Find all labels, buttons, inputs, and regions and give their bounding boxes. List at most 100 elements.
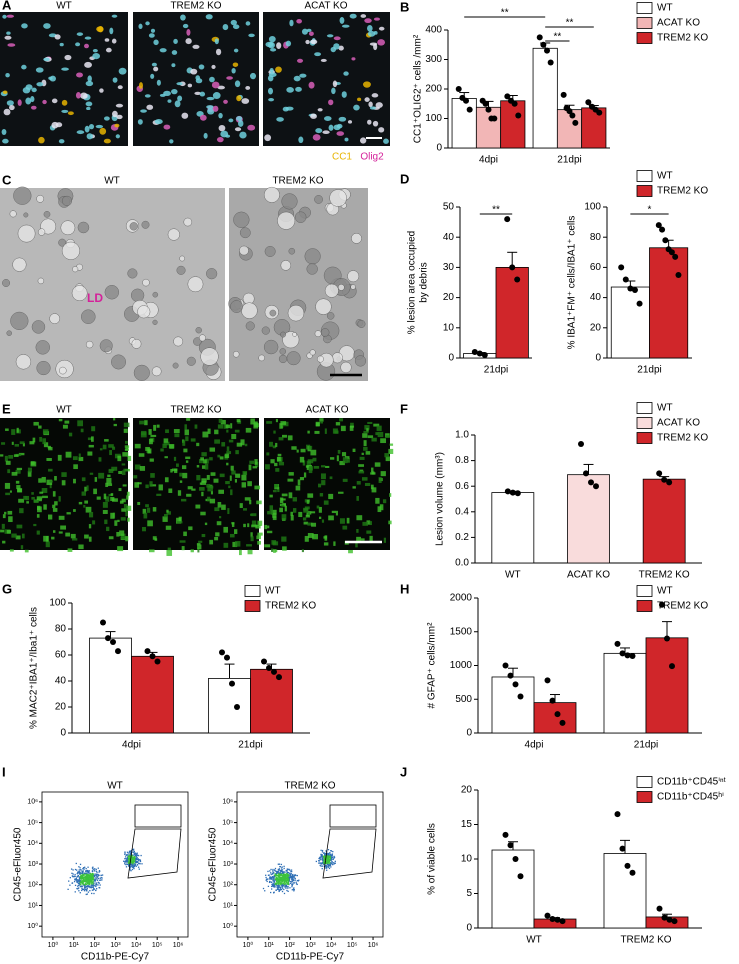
event [78, 866, 80, 868]
fluorescence [14, 443, 20, 447]
event [319, 862, 322, 864]
fluorescence [91, 426, 96, 432]
event [124, 853, 126, 856]
event [280, 880, 282, 882]
cell [138, 23, 143, 29]
event [82, 871, 84, 873]
event [81, 870, 83, 873]
fluorescence [24, 549, 29, 553]
event [129, 860, 131, 863]
fluorescence [196, 475, 201, 481]
event [133, 863, 135, 865]
x-tick-label: 10¹ [69, 942, 80, 949]
fluorescence [11, 429, 16, 435]
event [124, 852, 126, 854]
fluorescence [143, 512, 148, 519]
x-tick-label: 21dpi [484, 365, 508, 376]
event [273, 875, 275, 877]
image-label: ACAT KO [306, 405, 349, 416]
y-tick-label: 0 [466, 728, 472, 739]
y-tick-label: 0 [595, 353, 601, 364]
fluorescence [276, 456, 281, 462]
event [271, 872, 274, 875]
data-point [569, 112, 576, 119]
event [93, 884, 95, 887]
vacuole [314, 330, 322, 338]
fluorescence [215, 532, 220, 537]
event [83, 880, 85, 883]
event [281, 884, 284, 886]
fluorescence [52, 530, 56, 533]
vacuole [316, 355, 324, 363]
fluorescence [218, 418, 223, 423]
fluorescence [84, 500, 89, 504]
vacuole [131, 338, 142, 349]
event [269, 876, 271, 878]
fluorescence [313, 465, 320, 469]
fluorescence [389, 443, 394, 446]
event [76, 887, 78, 890]
event [99, 879, 102, 881]
event [320, 856, 322, 858]
event [94, 880, 96, 882]
event [97, 884, 99, 886]
fluorescence [191, 488, 196, 491]
event [73, 876, 75, 878]
event [272, 876, 274, 878]
event [281, 869, 284, 871]
cell [146, 104, 154, 110]
event [85, 882, 87, 884]
fluorescence [292, 508, 297, 513]
panel-label: B [400, 0, 409, 14]
event [287, 890, 289, 893]
event [137, 860, 140, 862]
event [77, 888, 79, 890]
event [331, 861, 334, 863]
y-tick-label: 10¹ [28, 902, 39, 909]
data-point [219, 649, 225, 656]
fluorescence [38, 425, 42, 429]
cell [351, 57, 356, 61]
fluorescence [374, 462, 381, 467]
event [132, 851, 134, 853]
cell [241, 98, 250, 104]
fluorescence [270, 459, 275, 464]
event [91, 875, 93, 877]
fluorescence [256, 500, 262, 505]
cell [117, 85, 123, 90]
fluorescence [85, 506, 92, 513]
fluorescence [196, 442, 200, 447]
event [86, 893, 88, 895]
event [280, 876, 282, 878]
event [134, 861, 137, 863]
fluorescence [58, 515, 65, 520]
fluorescence [65, 451, 72, 458]
fluorescence [181, 465, 187, 470]
cell [51, 121, 59, 129]
event [291, 883, 293, 885]
event [275, 882, 277, 884]
event [273, 876, 275, 878]
vacuole [186, 356, 196, 366]
fluorescence [221, 442, 226, 447]
cell [276, 117, 284, 122]
vacuole [200, 347, 219, 366]
event [84, 886, 86, 889]
event [124, 860, 126, 863]
event [282, 879, 284, 881]
fluorescence [166, 509, 169, 513]
event [82, 877, 85, 880]
event [285, 873, 287, 876]
fluorescence [250, 513, 253, 516]
fluorescence [104, 519, 108, 525]
overlay: WT TREM2 KO ACAT KO CC1 Olig2 WT TREM2 K… [56, 1, 384, 544]
event [273, 885, 275, 887]
fluorescence [168, 488, 173, 493]
fluorescence [227, 508, 230, 515]
fluorescence [338, 491, 344, 494]
data-point [509, 264, 516, 271]
legend-swatch [244, 600, 261, 612]
event [291, 879, 293, 881]
fluorescence [124, 445, 130, 448]
fluorescence [236, 419, 241, 423]
